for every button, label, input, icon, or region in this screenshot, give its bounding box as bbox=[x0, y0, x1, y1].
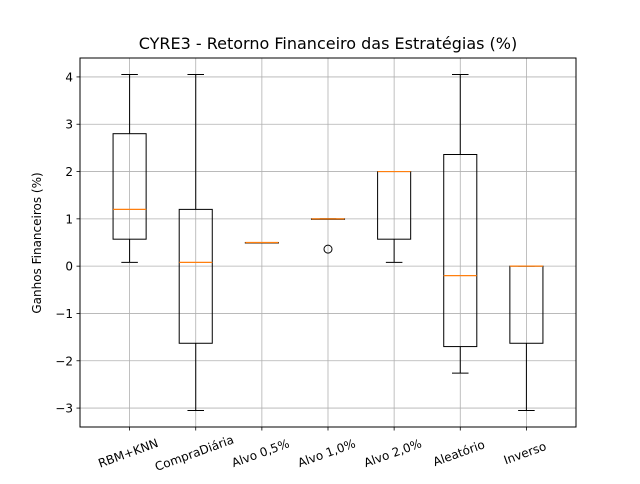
boxes-group bbox=[112, 74, 544, 411]
box-2 bbox=[178, 74, 213, 411]
box-3 bbox=[244, 241, 279, 244]
y-tick-label: −3 bbox=[55, 402, 73, 416]
outlier-point bbox=[323, 244, 333, 254]
y-tick-label: −2 bbox=[55, 354, 73, 368]
box-body bbox=[178, 208, 213, 344]
box-1 bbox=[112, 74, 147, 263]
box-4 bbox=[310, 218, 346, 254]
y-axis-ticks: −3 −2 −1 0 1 2 3 4 bbox=[55, 70, 80, 416]
box-7 bbox=[509, 265, 544, 411]
y-tick-label: 1 bbox=[65, 212, 73, 226]
y-tick-label: 4 bbox=[65, 70, 73, 84]
y-tick-label: 0 bbox=[65, 260, 73, 274]
chart-title: CYRE3 - Retorno Financeiro das Estratégi… bbox=[139, 34, 518, 53]
box-5 bbox=[377, 170, 412, 263]
box-body bbox=[443, 154, 478, 348]
box-body bbox=[112, 133, 147, 240]
box-6 bbox=[443, 74, 478, 374]
y-axis-label: Ganhos Financeiros (%) bbox=[30, 172, 44, 313]
y-tick-label: 3 bbox=[65, 118, 73, 132]
y-tick-label: 2 bbox=[65, 165, 73, 179]
y-tick-label: −1 bbox=[55, 307, 73, 321]
